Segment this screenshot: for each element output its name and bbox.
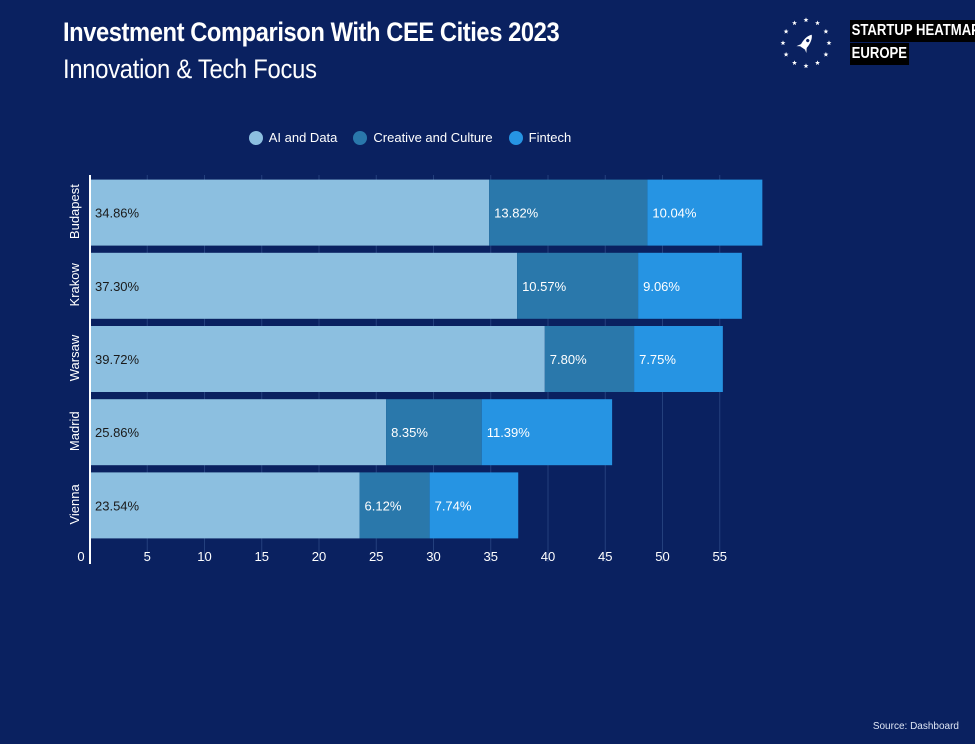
chart-title: Investment Comparison With CEE Cities 20… bbox=[63, 17, 560, 47]
bar-vienna-fintech bbox=[429, 472, 519, 539]
legend-item-creative-and-culture: Creative and Culture bbox=[353, 130, 493, 145]
legend-swatch-ai-and-data bbox=[248, 130, 263, 145]
x-tick-label-20: 20 bbox=[312, 549, 326, 564]
x-tick-label-25: 25 bbox=[369, 549, 383, 564]
data-label-vienna-creative-and-culture: 6.12% bbox=[365, 498, 402, 513]
logo-text-line2: EUROPE bbox=[850, 43, 909, 65]
y-category-label-warsaw: Warsaw bbox=[67, 334, 82, 381]
x-tick-label-40: 40 bbox=[541, 549, 555, 564]
chart-legend: AI and Data Creative and Culture Fintech bbox=[0, 130, 820, 145]
bar-budapest-ai-and-data bbox=[90, 179, 490, 246]
bar-krakow-fintech bbox=[638, 252, 742, 319]
data-label-madrid-ai-and-data: 25.86% bbox=[95, 425, 140, 440]
bar-vienna-ai-and-data bbox=[90, 472, 360, 539]
bar-madrid-fintech bbox=[481, 399, 613, 466]
bar-warsaw-creative-and-culture bbox=[544, 326, 635, 392]
legend-swatch-creative-and-culture bbox=[353, 130, 368, 145]
legend-label-fintech: Fintech bbox=[528, 130, 572, 145]
x-tick-label-10: 10 bbox=[197, 549, 211, 564]
x-tick-label-50: 50 bbox=[655, 549, 669, 564]
logo-text-line1: STARTUP HEATMAP bbox=[850, 20, 975, 42]
data-label-warsaw-ai-and-data: 39.72% bbox=[95, 352, 140, 367]
source-note: Source: Dashboard bbox=[872, 721, 959, 732]
data-label-krakow-fintech: 9.06% bbox=[643, 279, 680, 294]
data-label-budapest-fintech: 10.04% bbox=[652, 206, 697, 221]
chart-subtitle: Innovation & Tech Focus bbox=[63, 54, 317, 84]
legend-item-fintech: Fintech bbox=[508, 130, 572, 145]
x-tick-label-35: 35 bbox=[484, 549, 498, 564]
rocket-in-star-ring-icon bbox=[780, 17, 832, 69]
x-tick-label-5: 5 bbox=[144, 549, 151, 564]
startup-heatmap-logo: STARTUP HEATMAP EUROPE bbox=[778, 14, 975, 74]
x-tick-label-55: 55 bbox=[713, 549, 727, 564]
y-category-label-vienna: Vienna bbox=[67, 484, 82, 525]
legend-label-ai-and-data: AI and Data bbox=[268, 130, 338, 145]
y-category-label-budapest: Budapest bbox=[67, 184, 82, 239]
bar-krakow-creative-and-culture bbox=[517, 252, 639, 319]
data-label-krakow-creative-and-culture: 10.57% bbox=[522, 279, 567, 294]
bar-madrid-creative-and-culture bbox=[386, 399, 482, 466]
data-label-vienna-ai-and-data: 23.54% bbox=[95, 498, 140, 513]
data-label-budapest-creative-and-culture: 13.82% bbox=[494, 206, 539, 221]
bar-warsaw-fintech bbox=[634, 326, 723, 392]
x-tick-label-45: 45 bbox=[598, 549, 612, 564]
data-label-madrid-creative-and-culture: 8.35% bbox=[391, 425, 428, 440]
x-tick-label-0: 0 bbox=[77, 549, 84, 564]
legend-swatch-fintech bbox=[508, 130, 523, 145]
x-tick-label-15: 15 bbox=[255, 549, 269, 564]
bar-krakow-ai-and-data bbox=[90, 252, 518, 319]
y-category-label-madrid: Madrid bbox=[67, 411, 82, 451]
bar-budapest-creative-and-culture bbox=[489, 179, 648, 246]
data-label-warsaw-creative-and-culture: 7.80% bbox=[550, 352, 587, 367]
data-label-warsaw-fintech: 7.75% bbox=[639, 352, 676, 367]
x-tick-label-30: 30 bbox=[426, 549, 440, 564]
bar-vienna-creative-and-culture bbox=[359, 472, 430, 539]
data-label-krakow-ai-and-data: 37.30% bbox=[95, 279, 140, 294]
legend-item-ai-and-data: AI and Data bbox=[248, 130, 338, 145]
legend-label-creative-and-culture: Creative and Culture bbox=[373, 130, 493, 145]
y-category-label-krakow: Krakow bbox=[67, 263, 82, 307]
data-label-madrid-fintech: 11.39% bbox=[487, 425, 531, 440]
bar-warsaw-ai-and-data bbox=[90, 326, 545, 392]
data-label-vienna-fintech: 7.74% bbox=[435, 498, 472, 513]
bar-madrid-ai-and-data bbox=[90, 399, 387, 466]
data-label-budapest-ai-and-data: 34.86% bbox=[95, 206, 140, 221]
bar-budapest-fintech bbox=[647, 179, 763, 246]
